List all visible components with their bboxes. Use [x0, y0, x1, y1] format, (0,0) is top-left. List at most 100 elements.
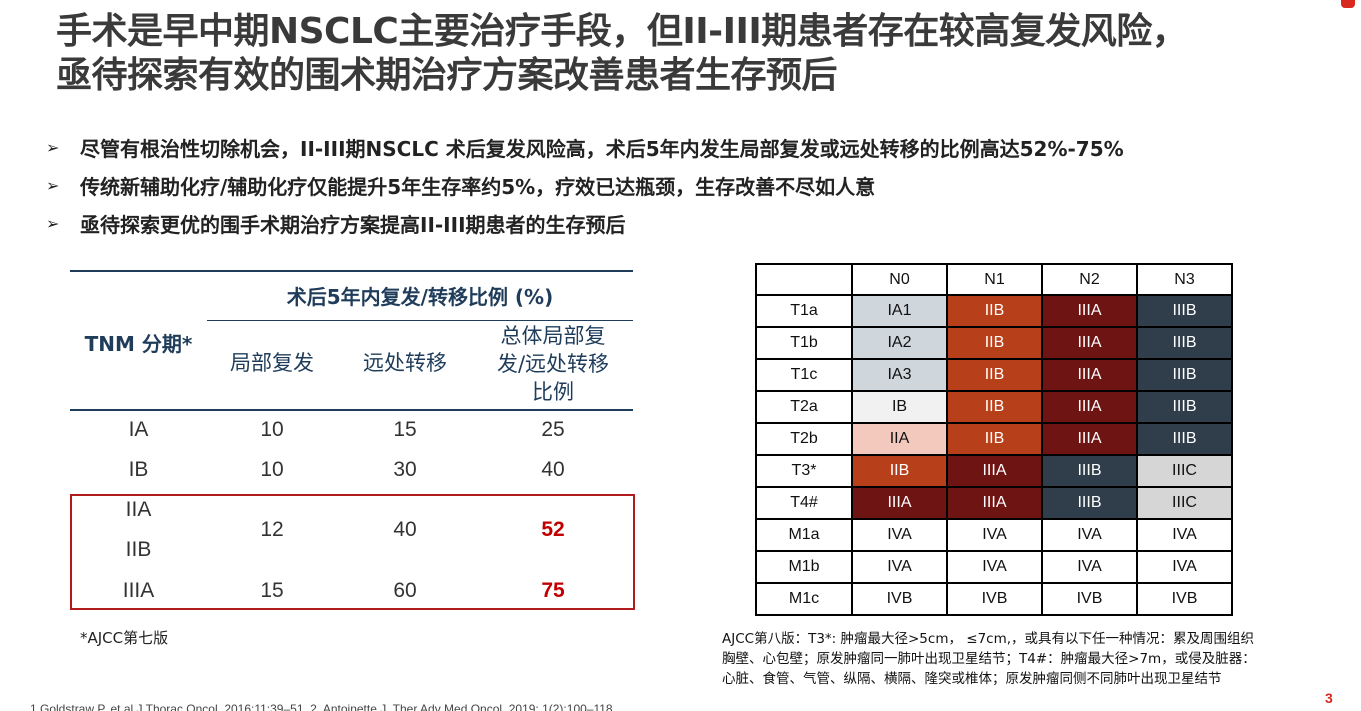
grid-row-label: M1a	[755, 518, 853, 552]
bullet-text: 尽管有根治性切除机会，II-III期NSCLC 术后复发风险高，术后5年内发生局…	[80, 136, 1124, 161]
title-line-2: 亟待探索有效的围术期治疗方案改善患者生存预后	[56, 55, 838, 96]
grid-row-label: T1b	[755, 326, 853, 360]
grid-cell: IIIC	[1136, 454, 1233, 488]
grid-cell: IIIB	[1136, 358, 1233, 392]
grid-cell: IIB	[946, 422, 1043, 456]
grid-col-header: N2	[1041, 263, 1138, 296]
stage-cell: IIIA	[122, 579, 155, 602]
grid-cell: IVA	[851, 518, 948, 552]
title-line-1: 手术是早中期NSCLC主要治疗手段，但II-III期患者存在较高复发风险，	[56, 11, 1188, 52]
grid-row-label: T3*	[755, 454, 853, 488]
grid-footnote-line: 胸壁、心包壁；原发肿瘤同一肺叶出现卫星结节；T4#：肿瘤最大径>7m，或侵及脏器…	[722, 651, 1256, 667]
grid-cell: IIIA	[946, 454, 1043, 488]
bullet-text: 亟待探索更优的围手术期治疗方案提高II-III期患者的生存预后	[80, 212, 626, 237]
grid-cell: IIB	[946, 326, 1043, 360]
grid-row-label: T2a	[755, 390, 853, 424]
local-recurrence-header: 局部复发	[230, 351, 314, 375]
grid-cell: IIIA	[1041, 294, 1138, 328]
grid-cell: IIIA	[1041, 326, 1138, 360]
grid-cell: IVB	[1136, 582, 1233, 616]
grid-cell: IIIA	[851, 486, 948, 520]
grid-row-label: T1c	[755, 358, 853, 392]
bullet-item: ➢ 尽管有根治性切除机会，II-III期NSCLC 术后复发风险高，术后5年内发…	[46, 128, 1124, 166]
grid-cell: IVB	[1041, 582, 1138, 616]
references: 1.Goldstraw P, et al.J Thorac Oncol. 201…	[30, 702, 613, 711]
total-header-line: 发/远处转移	[496, 352, 610, 376]
distant-cell: 15	[393, 418, 417, 441]
grid-row-label: T2b	[755, 422, 853, 456]
bullet-item: ➢ 亟待探索更优的围手术期治疗方案提高II-III期患者的生存预后	[46, 204, 1124, 242]
distant-cell: 60	[393, 579, 417, 602]
arrow-bullet-icon: ➢	[46, 213, 60, 233]
local-cell: 10	[260, 418, 284, 441]
total-cell-highlight: 52	[541, 518, 565, 541]
stage-cell: IIA	[125, 498, 152, 521]
grid-cell: IA2	[851, 326, 948, 360]
group-header-rule	[207, 320, 633, 321]
bullet-list: ➢ 尽管有根治性切除机会，II-III期NSCLC 术后复发风险高，术后5年内发…	[46, 128, 1124, 242]
header-bottom-rule	[70, 409, 633, 411]
arrow-bullet-icon: ➢	[46, 175, 60, 195]
grid-row-label: M1b	[755, 550, 853, 584]
grid-cell: IIIB	[1136, 294, 1233, 328]
grid-cell: IIB	[946, 358, 1043, 392]
grid-corner	[755, 263, 853, 296]
total-cell: 25	[541, 418, 565, 441]
grid-cell: IIA	[851, 422, 948, 456]
grid-cell: IIIB	[1041, 486, 1138, 520]
grid-cell: IIIA	[1041, 422, 1138, 456]
slide-title: 手术是早中期NSCLC主要治疗手段，但II-III期患者存在较高复发风险， 亟待…	[56, 10, 1346, 98]
grid-col-header: N0	[851, 263, 948, 296]
grid-row-label: M1c	[755, 582, 853, 616]
local-cell: 15	[260, 579, 284, 602]
grid-cell: IVA	[1041, 550, 1138, 584]
group-header: 术后5年内复发/转移比例 (%)	[286, 285, 554, 309]
grid-cell: IVB	[946, 582, 1043, 616]
distant-cell: 30	[393, 458, 417, 481]
grid-cell: IIIA	[1041, 390, 1138, 424]
page-number: 3	[1325, 690, 1333, 706]
stage-cell: IIB	[125, 538, 152, 561]
stage-column-header: TNM 分期*	[84, 332, 193, 356]
grid-cell: IA3	[851, 358, 948, 392]
grid-cell: IVB	[851, 582, 948, 616]
grid-cell: IIB	[851, 454, 948, 488]
grid-cell: IVA	[946, 518, 1043, 552]
tnm-stage-grid: N0 N1 N2 N3 T1a IA1 IIB IIIA IIIB T1b IA…	[755, 263, 1233, 616]
stage-cell: IA	[128, 418, 149, 441]
grid-cell: IIIB	[1136, 326, 1233, 360]
total-header-line: 总体局部复	[500, 324, 606, 348]
grid-cell: IIB	[946, 294, 1043, 328]
grid-row-label: T1a	[755, 294, 853, 328]
grid-col-header: N3	[1136, 263, 1233, 296]
distant-metastasis-header: 远处转移	[363, 351, 447, 375]
grid-cell: IB	[851, 390, 948, 424]
bullet-text: 传统新辅助化疗/辅助化疗仅能提升5年生存率约5%，疗效已达瓶颈，生存改善不尽如人…	[80, 174, 876, 199]
grid-row-label: T4#	[755, 486, 853, 520]
grid-footnote-line: 心脏、食管、气管、纵隔、横隔、隆突或椎体；原发肿瘤同侧不同肺叶出现卫星结节	[722, 671, 1222, 687]
grid-cell: IIB	[946, 390, 1043, 424]
grid-cell: IIIB	[1136, 422, 1233, 456]
grid-footnote: AJCC第八版：T3*: 肿瘤最大径>5cm， ≤7cm,，或具有以下任一种情况…	[722, 629, 1332, 689]
local-cell: 12	[260, 518, 284, 541]
grid-cell: IVA	[1136, 518, 1233, 552]
grid-cell: IVA	[851, 550, 948, 584]
grid-cell: IIIC	[1136, 486, 1233, 520]
local-cell: 10	[260, 458, 284, 481]
total-header-line: 比例	[532, 380, 574, 404]
grid-cell: IIIB	[1041, 454, 1138, 488]
total-cell-highlight: 75	[541, 579, 565, 602]
grid-cell: IVA	[1136, 550, 1233, 584]
stage-cell: IB	[128, 458, 149, 481]
brand-mark	[1341, 0, 1355, 8]
total-header: 总体局部复 发/远处转移 比例	[473, 322, 633, 406]
distant-cell: 40	[393, 518, 417, 541]
grid-cell: IIIA	[1041, 358, 1138, 392]
grid-cell: IA1	[851, 294, 948, 328]
grid-cell: IIIB	[1136, 390, 1233, 424]
highlight-box	[70, 494, 635, 610]
table-footnote: *AJCC第七版	[80, 629, 169, 647]
grid-footnote-line: AJCC第八版：T3*: 肿瘤最大径>5cm， ≤7cm,，或具有以下任一种情况…	[722, 631, 1255, 647]
grid-cell: IIIA	[946, 486, 1043, 520]
grid-cell: IVA	[946, 550, 1043, 584]
